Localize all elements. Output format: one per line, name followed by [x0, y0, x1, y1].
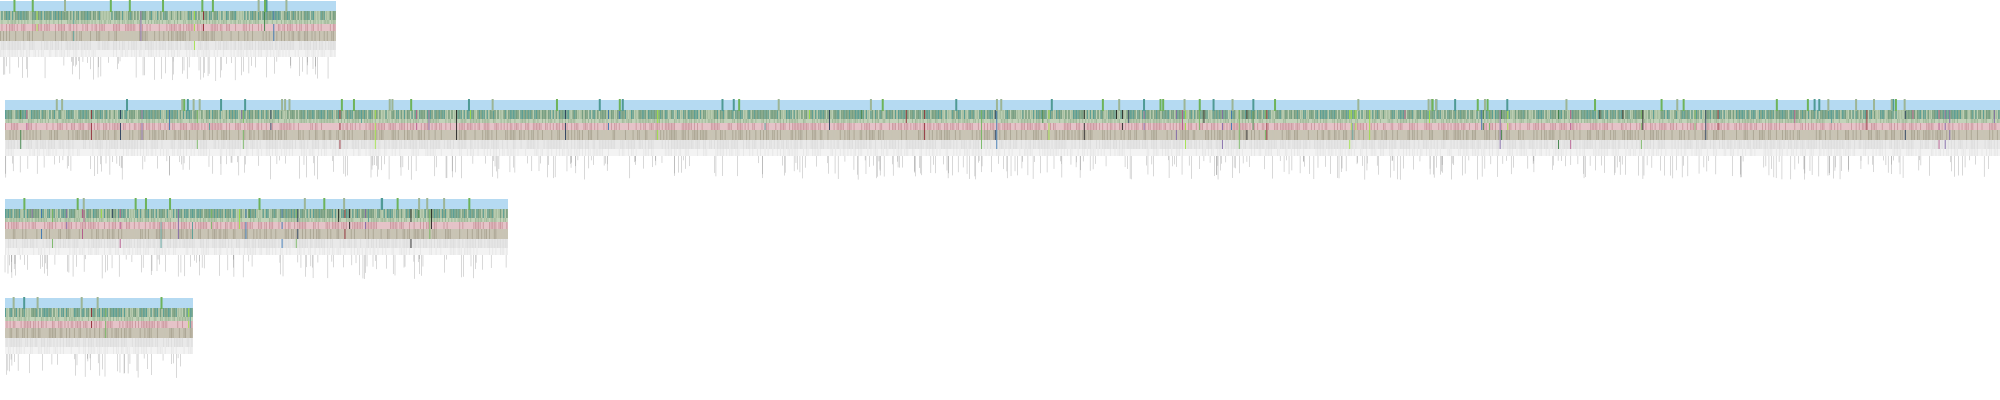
column-stripes — [0, 11, 336, 57]
row-band-r5 — [5, 239, 508, 248]
track-panel-4 — [5, 297, 193, 378]
header-markers — [23, 198, 471, 210]
header-band — [5, 298, 193, 308]
track-panel-1 — [0, 0, 336, 81]
column-stripes — [5, 308, 193, 354]
track-panel-3 — [4, 198, 508, 279]
column-stripes — [5, 209, 508, 255]
row-band-r6 — [5, 149, 2000, 156]
hanging-stems — [4, 255, 507, 279]
header-band — [5, 199, 508, 209]
hanging-stems — [5, 156, 1989, 180]
column-stripes — [5, 110, 2000, 156]
header-markers — [12, 297, 163, 309]
track-panel-2 — [5, 99, 2000, 180]
header-band — [0, 1, 336, 11]
hanging-stems — [3, 57, 329, 81]
header-band — [5, 100, 2000, 110]
row-band-r2 — [5, 218, 508, 222]
hanging-stems — [6, 354, 181, 378]
header-markers — [55, 99, 1906, 111]
row-band-r6 — [5, 248, 508, 255]
header-markers — [13, 0, 288, 12]
